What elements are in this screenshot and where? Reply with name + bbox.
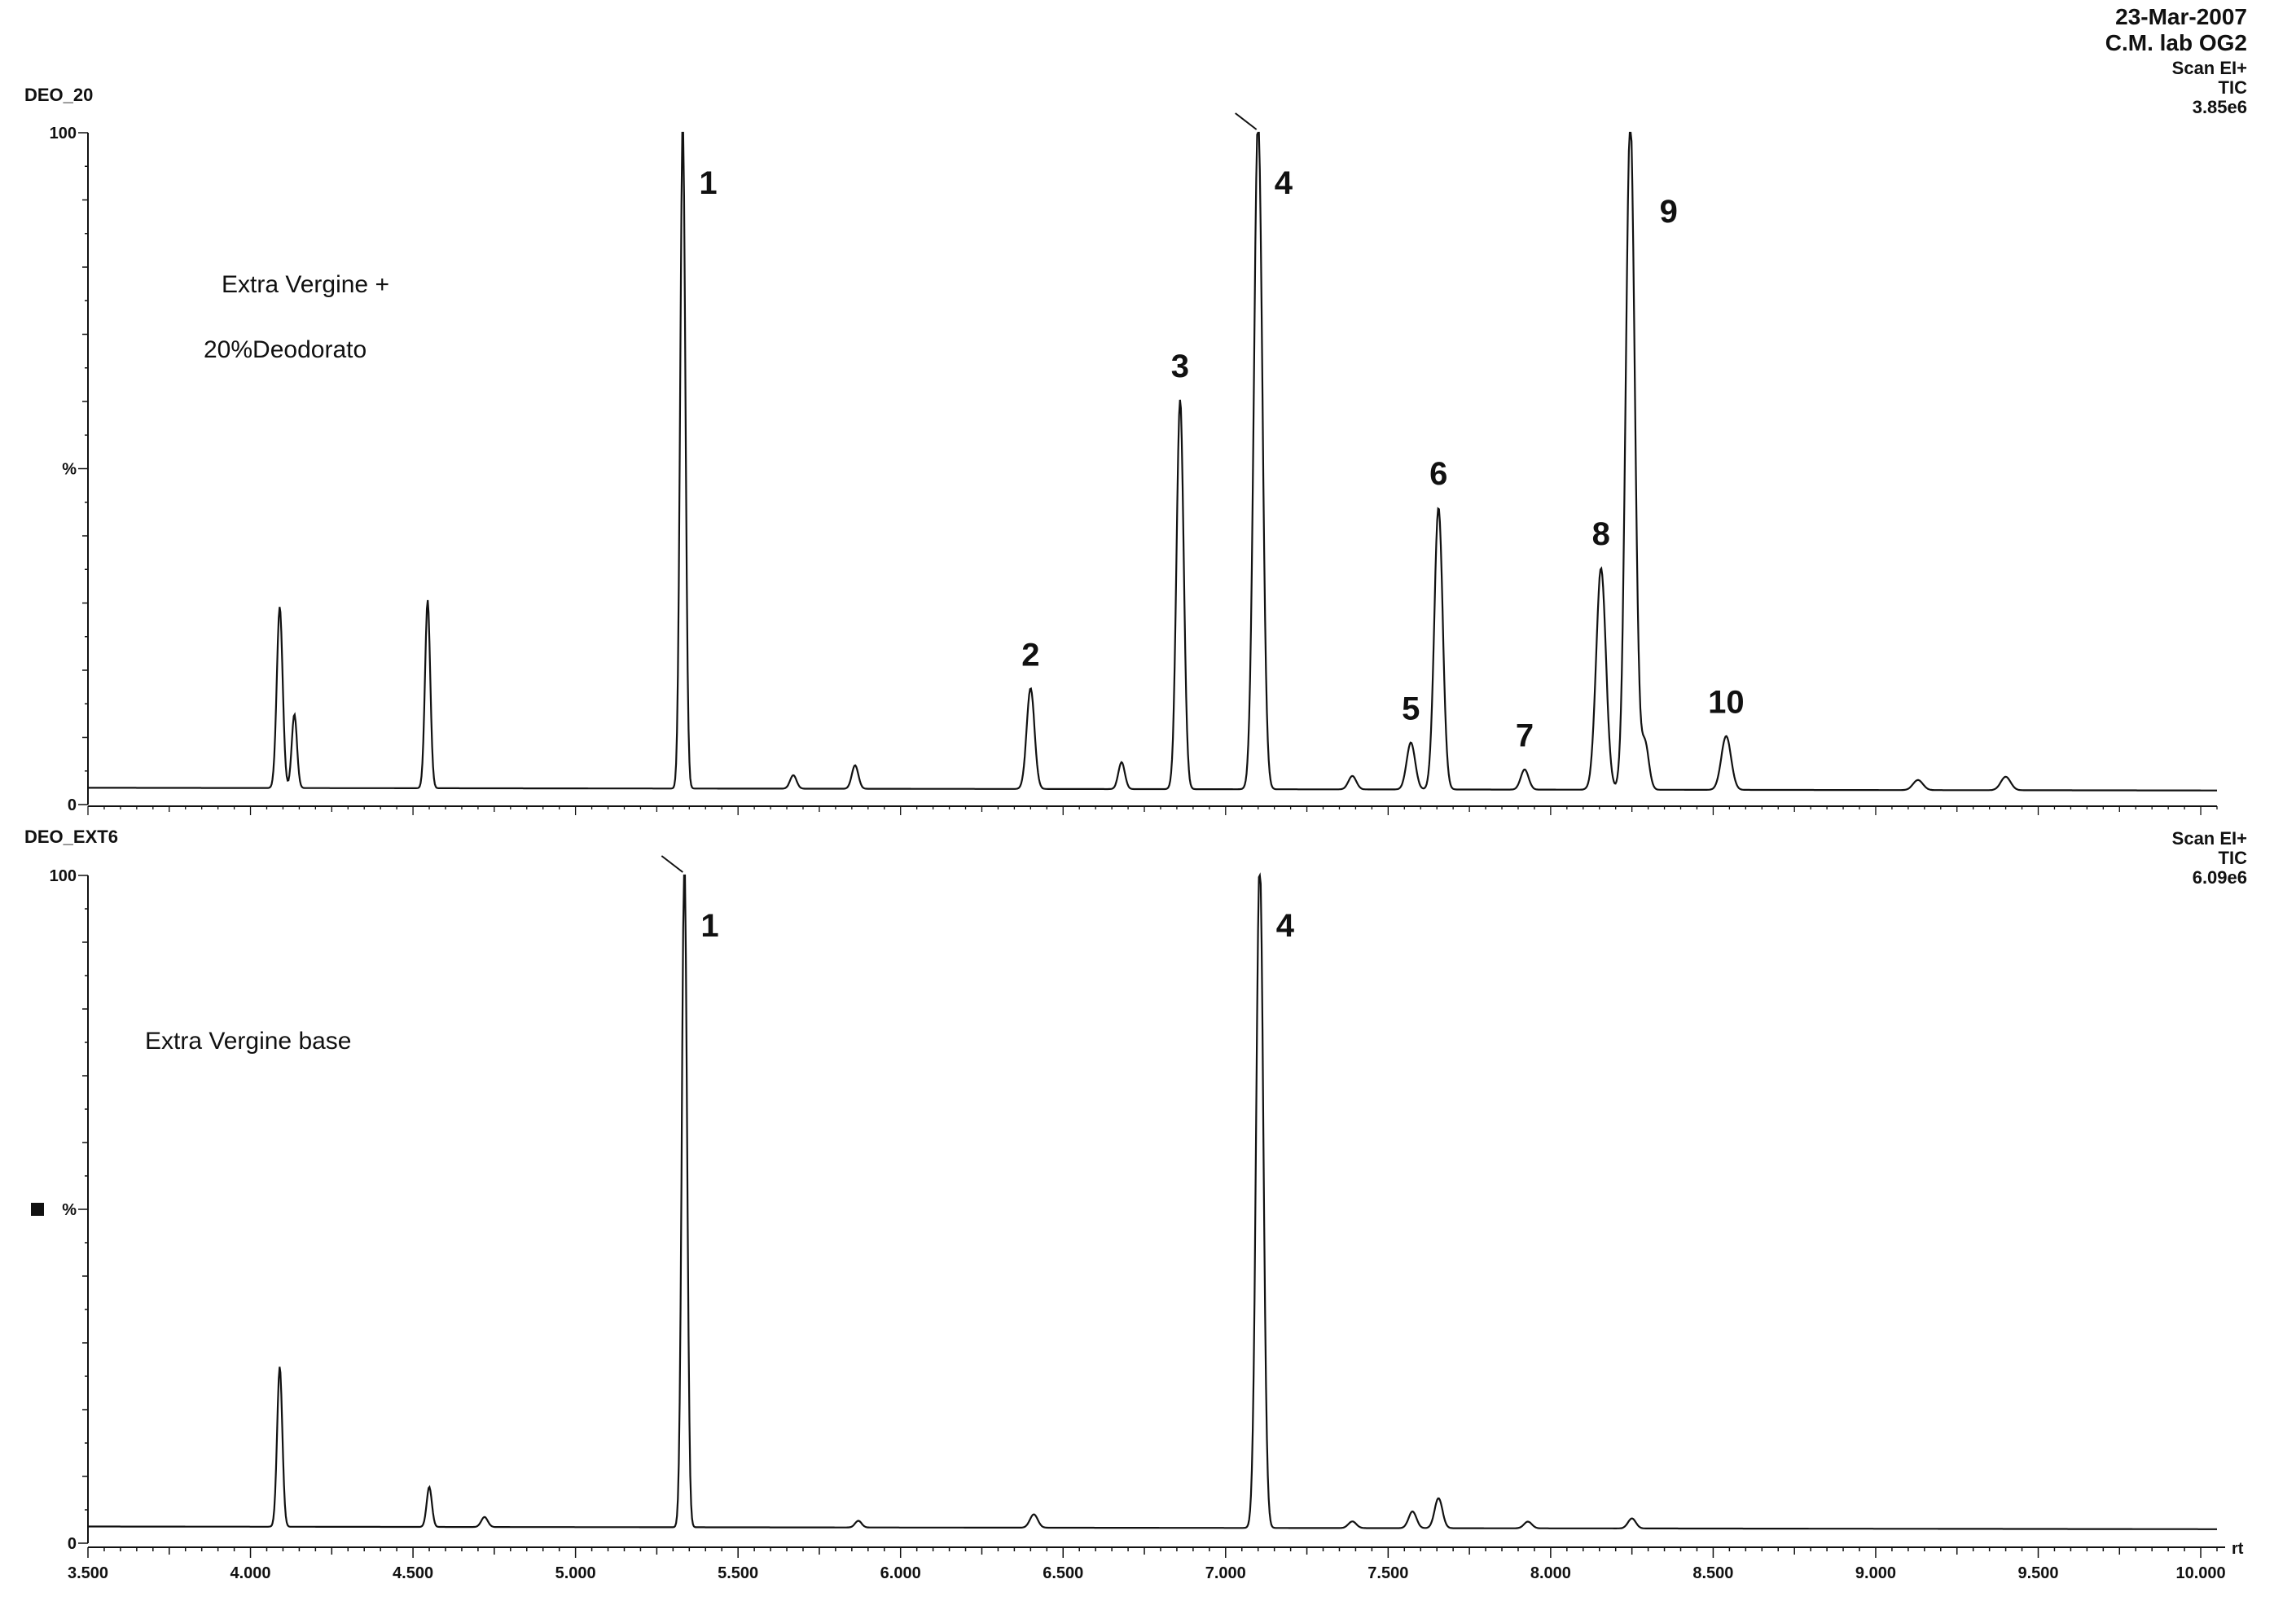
y-tick-label: %: [62, 461, 77, 479]
x-tick-label: 8.000: [1530, 1564, 1571, 1582]
x-tick-label: 8.500: [1692, 1564, 1733, 1582]
peak-label: 5: [1402, 691, 1420, 727]
y-tick-label: 100: [50, 125, 77, 143]
lab-name: C.M. lab OG2: [2105, 30, 2247, 55]
peak-label: 7: [1516, 718, 1534, 754]
trace-title-bottom: DEO_EXT6: [24, 827, 118, 847]
scan-mode-top: Scan EI+: [2171, 58, 2247, 78]
tic-label-top: TIC: [2218, 77, 2247, 98]
y-tick-label: 100: [50, 867, 77, 885]
tic-label-bottom: TIC: [2218, 848, 2247, 868]
y-tick-label: 0: [68, 796, 77, 814]
peak-label: 4: [1275, 165, 1293, 201]
peak-label: 6: [1429, 456, 1447, 492]
x-tick-label: 10.000: [2175, 1564, 2225, 1582]
x-tick-label: 3.500: [68, 1564, 108, 1582]
y-tick-label: 0: [68, 1535, 77, 1553]
x-tick-label: 9.000: [1855, 1564, 1896, 1582]
trace-DEO_20: [88, 131, 2217, 792]
x-tick-label: 5.500: [718, 1564, 758, 1582]
peak-label: 3: [1171, 349, 1189, 384]
scan-mode-bottom: Scan EI+: [2171, 828, 2247, 849]
x-axis-unit-label: rt: [2232, 1540, 2244, 1558]
x-tick-label: 4.500: [393, 1564, 433, 1582]
sample-note-line2: 20%Deodorato: [204, 336, 367, 363]
marker-square-icon: [31, 1203, 44, 1216]
trace-DEO_EXT6: [88, 872, 2217, 1530]
intensity-bottom: 6.09e6: [2192, 867, 2247, 888]
peak-label: 2: [1021, 638, 1039, 673]
x-tick-label: 5.000: [555, 1564, 596, 1582]
x-tick-label: 4.000: [230, 1564, 271, 1582]
run-date: 23-Mar-2007: [2115, 4, 2247, 29]
x-tick-label: 6.500: [1043, 1564, 1083, 1582]
intensity-top: 3.85e6: [2192, 97, 2247, 117]
x-tick-label: 7.000: [1205, 1564, 1246, 1582]
x-tick-label: 6.000: [880, 1564, 921, 1582]
offscale-marker: [1235, 112, 1258, 130]
offscale-marker: [661, 855, 683, 873]
x-tick-label: 9.500: [2017, 1564, 2058, 1582]
peak-label: 1: [700, 908, 718, 944]
peak-label: 8: [1592, 516, 1610, 552]
peak-label: 4: [1276, 908, 1295, 944]
y-tick-label: %: [62, 1201, 77, 1219]
trace-title-top: DEO_20: [24, 85, 94, 105]
peak-label: 10: [1708, 684, 1745, 720]
x-tick-label: 7.500: [1368, 1564, 1408, 1582]
peak-label: 1: [699, 165, 717, 201]
sample-note-line1: Extra Vergine +: [222, 271, 389, 298]
sample-note-base: Extra Vergine base: [145, 1028, 352, 1055]
peak-label: 9: [1660, 194, 1678, 230]
